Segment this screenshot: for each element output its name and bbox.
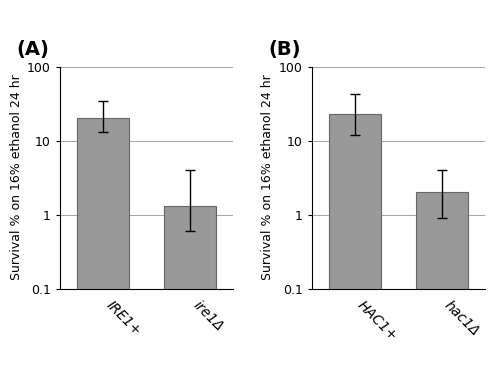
Bar <box>164 206 216 370</box>
Y-axis label: Survival % on 16% ethanol 24 hr: Survival % on 16% ethanol 24 hr <box>10 75 23 280</box>
Text: (A): (A) <box>16 40 50 59</box>
Bar <box>78 118 130 370</box>
Y-axis label: Survival % on 16% ethanol 24 hr: Survival % on 16% ethanol 24 hr <box>262 75 274 280</box>
Text: (B): (B) <box>268 40 300 59</box>
Bar <box>416 192 468 370</box>
Bar <box>329 114 381 370</box>
